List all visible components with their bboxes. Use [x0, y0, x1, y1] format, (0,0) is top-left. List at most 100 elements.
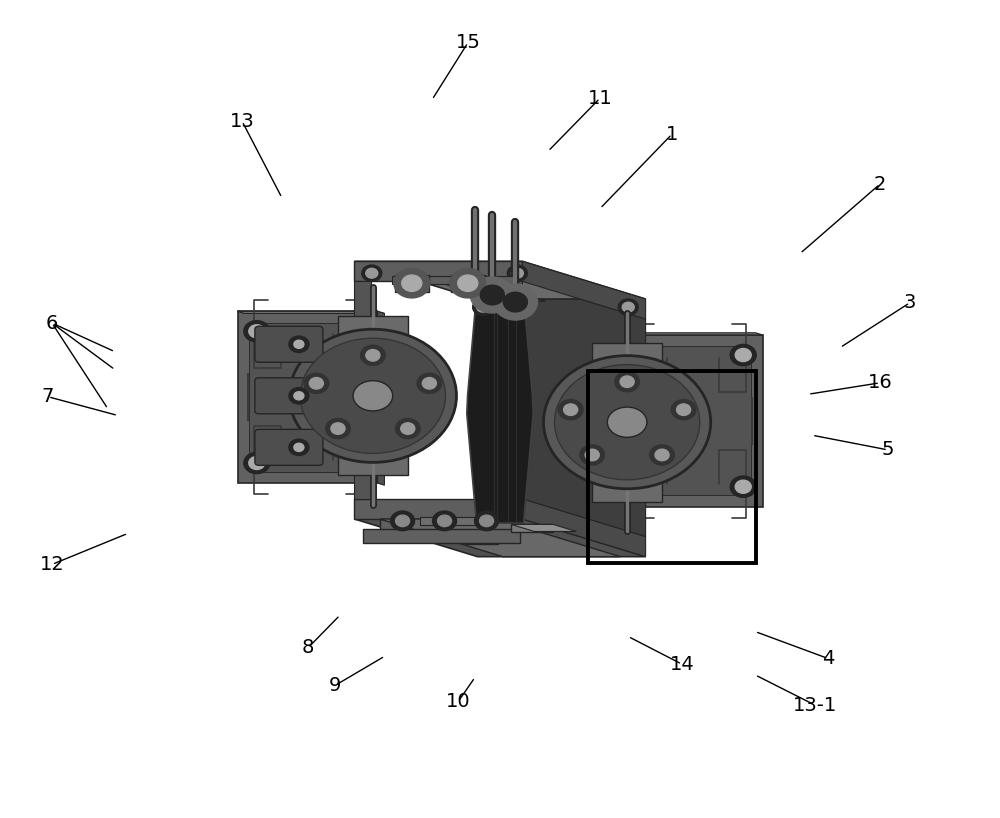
Circle shape	[391, 511, 415, 531]
Circle shape	[361, 345, 385, 366]
Ellipse shape	[289, 329, 456, 462]
Circle shape	[289, 439, 309, 456]
Text: 14: 14	[670, 654, 694, 674]
Bar	[338, 317, 408, 349]
Text: 15: 15	[456, 33, 480, 52]
Circle shape	[244, 452, 270, 474]
Bar	[588, 371, 756, 563]
Circle shape	[618, 299, 638, 315]
Circle shape	[735, 480, 751, 493]
Polygon shape	[354, 499, 522, 519]
Circle shape	[422, 378, 436, 389]
Ellipse shape	[607, 407, 647, 438]
Text: 7: 7	[42, 387, 54, 407]
Circle shape	[433, 511, 457, 531]
Circle shape	[294, 340, 304, 348]
Circle shape	[366, 268, 378, 278]
Circle shape	[634, 480, 650, 493]
Circle shape	[671, 400, 696, 420]
Circle shape	[396, 515, 410, 527]
Polygon shape	[522, 261, 646, 319]
Text: 1: 1	[666, 124, 678, 144]
Polygon shape	[506, 281, 522, 499]
Polygon shape	[447, 285, 546, 301]
Bar	[338, 443, 408, 475]
Circle shape	[677, 404, 691, 416]
Text: 2: 2	[874, 174, 886, 194]
Circle shape	[493, 284, 537, 320]
Circle shape	[326, 419, 350, 438]
Text: 12: 12	[40, 555, 64, 574]
Circle shape	[309, 378, 323, 389]
Circle shape	[620, 376, 634, 388]
Polygon shape	[354, 261, 646, 299]
Polygon shape	[522, 499, 646, 557]
Text: 6: 6	[46, 313, 58, 333]
Text: 13: 13	[230, 111, 254, 131]
Circle shape	[350, 456, 366, 470]
Circle shape	[585, 449, 599, 461]
Ellipse shape	[544, 356, 711, 489]
Circle shape	[350, 325, 366, 338]
Circle shape	[401, 423, 415, 434]
Circle shape	[564, 404, 578, 416]
Polygon shape	[377, 312, 384, 485]
Circle shape	[473, 299, 493, 315]
Circle shape	[395, 419, 420, 438]
Polygon shape	[354, 519, 646, 557]
Ellipse shape	[353, 380, 393, 411]
Bar	[592, 343, 662, 375]
Circle shape	[294, 443, 304, 452]
Text: 13-1: 13-1	[793, 695, 837, 715]
Circle shape	[289, 336, 309, 353]
Circle shape	[655, 449, 669, 461]
Circle shape	[470, 277, 514, 313]
Circle shape	[650, 445, 674, 465]
FancyBboxPatch shape	[255, 429, 323, 465]
Circle shape	[507, 265, 527, 281]
Text: 16: 16	[868, 373, 892, 393]
Circle shape	[629, 476, 655, 497]
Polygon shape	[354, 261, 522, 281]
Polygon shape	[616, 333, 763, 335]
Polygon shape	[395, 275, 429, 292]
Polygon shape	[634, 346, 751, 495]
Polygon shape	[238, 312, 377, 483]
Bar	[592, 469, 662, 501]
Circle shape	[580, 445, 605, 465]
Polygon shape	[511, 524, 553, 533]
Circle shape	[362, 265, 382, 281]
Text: 10: 10	[446, 692, 470, 712]
Polygon shape	[511, 524, 576, 532]
Text: 5: 5	[882, 440, 894, 460]
Text: 3: 3	[904, 293, 916, 312]
Polygon shape	[522, 281, 646, 537]
Polygon shape	[354, 281, 371, 499]
FancyBboxPatch shape	[255, 378, 323, 414]
Polygon shape	[249, 323, 366, 472]
Circle shape	[304, 373, 329, 393]
Polygon shape	[451, 275, 485, 292]
Circle shape	[511, 268, 523, 278]
Text: 8: 8	[302, 638, 314, 658]
Circle shape	[249, 325, 265, 338]
Polygon shape	[448, 517, 482, 525]
Ellipse shape	[300, 338, 445, 453]
Polygon shape	[420, 517, 454, 525]
Circle shape	[730, 344, 756, 366]
Circle shape	[735, 348, 751, 362]
Circle shape	[331, 423, 345, 434]
Circle shape	[634, 348, 650, 362]
Circle shape	[249, 456, 265, 470]
Circle shape	[730, 476, 756, 497]
Polygon shape	[616, 333, 622, 506]
Polygon shape	[465, 530, 498, 544]
Circle shape	[480, 285, 504, 305]
Polygon shape	[380, 519, 497, 536]
Circle shape	[475, 511, 499, 531]
Circle shape	[615, 371, 639, 392]
Circle shape	[503, 292, 527, 312]
Ellipse shape	[555, 365, 700, 480]
Circle shape	[417, 373, 442, 393]
Circle shape	[438, 515, 452, 527]
